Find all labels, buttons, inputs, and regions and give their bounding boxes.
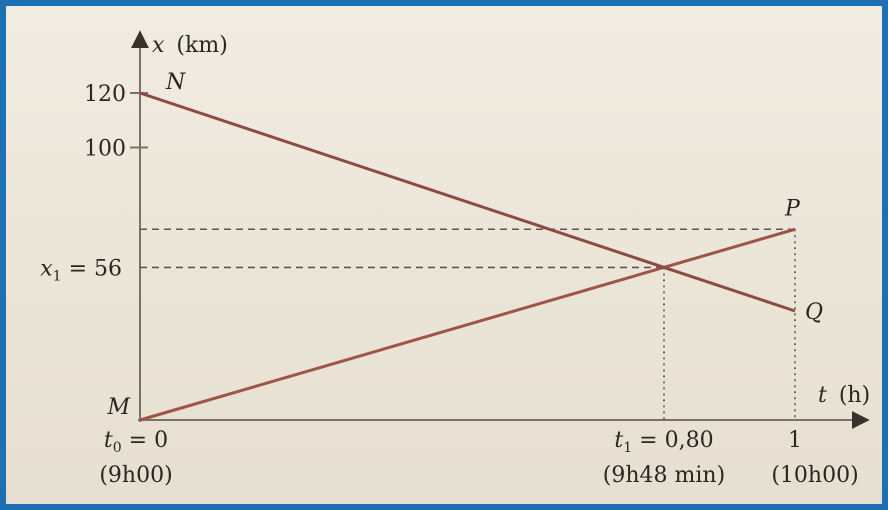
x-axis-label: t (h): [818, 383, 870, 408]
x-tick-label-t1: t1 = 0,80: [614, 428, 713, 456]
point-label-q: Q: [805, 300, 823, 325]
series-line-mp: [139, 227, 796, 422]
point-label-n: N: [165, 70, 186, 95]
x-tick-time-t1: (9h48 min): [603, 463, 725, 488]
y-axis-label: x (km): [152, 33, 228, 58]
x-tick-label-t-end: 1: [788, 428, 802, 453]
point-label-m: M: [106, 395, 130, 420]
y-tick-label-100: 100: [84, 137, 126, 162]
x-tick-label-t0: t0 = 0: [104, 428, 168, 456]
x-tick-time-t-end: (10h00): [771, 463, 858, 488]
y-tick-label-120: 120: [84, 82, 126, 107]
x1-label: x1 = 56: [40, 256, 122, 284]
point-label-p: P: [784, 196, 801, 221]
series-line-nq: [139, 91, 796, 313]
x-tick-time-t0: (9h00): [99, 463, 172, 488]
